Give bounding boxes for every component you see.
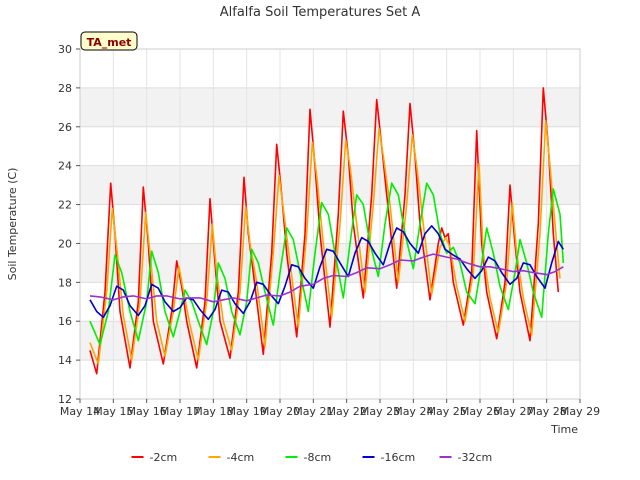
x-tick-label: May 21 (293, 405, 333, 418)
legend: -2cm -4cm -8cm -16cm -32cm (131, 451, 493, 464)
legend-item-label: -2cm (150, 451, 178, 464)
site-label-badge: TA_met (80, 31, 138, 51)
y-tick-label: 22 (58, 199, 72, 212)
x-tick-label: May 25 (427, 405, 467, 418)
x-tick-label: May 28 (527, 405, 567, 418)
legend-item-label: -4cm (227, 451, 255, 464)
series-line-2cmcm (89, 87, 560, 375)
x-tick-label: May 18 (193, 405, 233, 418)
grid-band (80, 165, 580, 205)
series-line-8cmcm (89, 182, 565, 346)
legend-item-label: -32cm (458, 451, 493, 464)
x-tick-label: May 14 (60, 405, 100, 418)
x-tick-label: May 17 (160, 405, 200, 418)
y-tick-label: 14 (58, 354, 72, 367)
series-line-16cmcm (89, 225, 564, 321)
x-tick-label: May 16 (127, 405, 167, 418)
x-tick-label: May 23 (360, 405, 400, 418)
series-line-4cmcm (89, 120, 561, 365)
y-tick-label: 28 (58, 82, 72, 95)
y-tick-label: 26 (58, 121, 72, 134)
y-tick-label: 30 (58, 43, 72, 56)
y-tick-label: 24 (58, 160, 72, 173)
x-tick-label: May 29 (560, 405, 600, 418)
series-line-32cmcm (89, 253, 564, 303)
x-tick-label: May 24 (393, 405, 433, 418)
y-tick-label: 18 (58, 276, 72, 289)
grid-band (80, 87, 580, 127)
x-tick-label: May 26 (460, 405, 500, 418)
x-tick-label: May 19 (227, 405, 267, 418)
y-tick-label: 12 (58, 393, 72, 406)
y-axis-label: Soil Temperature (C) (6, 168, 19, 281)
x-tick-label: May 20 (260, 405, 300, 418)
x-tick-label: May 15 (93, 405, 133, 418)
y-tick-label: 16 (58, 315, 72, 328)
x-axis-label: Time (550, 423, 578, 436)
x-tick-label: May 22 (327, 405, 367, 418)
chart-title: Alfalfa Soil Temperatures Set A (220, 5, 421, 20)
legend-item-label: -8cm (304, 451, 332, 464)
x-tick-label: May 27 (493, 405, 533, 418)
y-tick-label: 20 (58, 237, 72, 250)
site-label-text: TA_met (87, 36, 132, 49)
legend-item-label: -16cm (381, 451, 416, 464)
plot-frame (79, 48, 581, 400)
